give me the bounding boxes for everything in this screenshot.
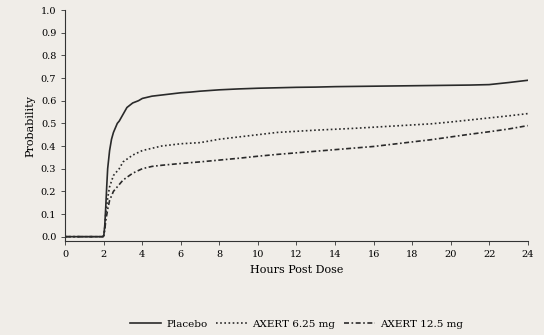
Legend: Placebo, AXERT 6.25 mg, AXERT 12.5 mg: Placebo, AXERT 6.25 mg, AXERT 12.5 mg xyxy=(126,316,467,333)
Y-axis label: Probability: Probability xyxy=(25,95,35,156)
X-axis label: Hours Post Dose: Hours Post Dose xyxy=(250,265,343,275)
